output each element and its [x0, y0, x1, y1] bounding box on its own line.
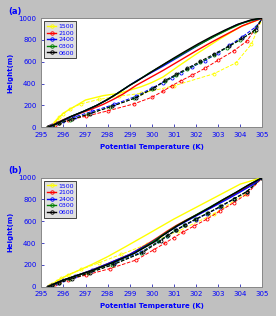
- X-axis label: Potential Temperature (K): Potential Temperature (K): [100, 144, 204, 150]
- Y-axis label: Height(m): Height(m): [7, 212, 13, 252]
- Legend: 1500, 2100, 2400, 0300, 0600: 1500, 2100, 2400, 0300, 0600: [44, 181, 76, 217]
- Y-axis label: Height(m): Height(m): [7, 52, 13, 93]
- Legend: 1500, 2100, 2400, 0300, 0600: 1500, 2100, 2400, 0300, 0600: [44, 21, 76, 58]
- Text: (a): (a): [8, 7, 22, 16]
- X-axis label: Potential Temperature (K): Potential Temperature (K): [100, 303, 204, 309]
- Text: (b): (b): [8, 166, 22, 175]
